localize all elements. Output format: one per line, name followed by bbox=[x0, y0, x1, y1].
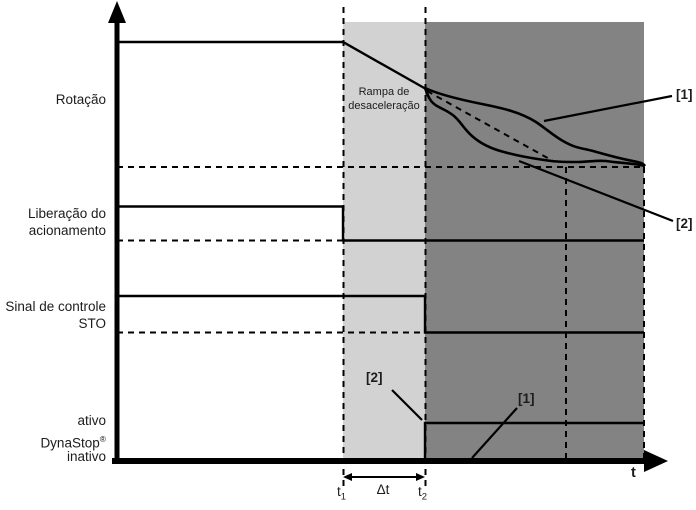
ref1-top-pointer-line bbox=[543, 94, 673, 123]
ramp-continuation-dashed-line bbox=[426, 90, 554, 162]
delta-t-left-arrowhead bbox=[343, 473, 352, 481]
x-axis-arrowhead bbox=[644, 450, 668, 472]
enable-label-line1: Liberação do bbox=[27, 206, 106, 221]
ref2-bottom-label: [2] bbox=[366, 370, 383, 385]
time-axis-label: t bbox=[631, 465, 636, 481]
enable-label: Liberação do acionamento bbox=[28, 205, 106, 239]
t2-base: t bbox=[418, 484, 422, 499]
dynastop-inactive-label: inativo bbox=[66, 449, 106, 464]
ramp-label-line2: desaceleração bbox=[348, 99, 420, 112]
t1-label: t1 bbox=[337, 484, 346, 503]
y-axis-arrowhead bbox=[108, 1, 126, 23]
delta-t-arrow bbox=[343, 473, 425, 481]
rotation-label: Rotação bbox=[55, 92, 106, 107]
rotation-signal-line bbox=[119, 40, 427, 91]
axes bbox=[108, 1, 668, 472]
rotation-curve-case2 bbox=[423, 87, 646, 168]
deceleration-ramp-label: Rampa de desaceleração bbox=[343, 86, 425, 113]
sto-signal-line bbox=[119, 294, 644, 334]
ref2-top-pointer-line bbox=[518, 159, 674, 223]
dashed-vertical-guides bbox=[342, 7, 645, 486]
sto-label: Sinal de controle STO bbox=[5, 298, 106, 332]
delta-t-right-arrowhead bbox=[416, 473, 425, 481]
reference-pointer-lines bbox=[391, 94, 674, 459]
ramp-label-line1: Rampa de bbox=[358, 86, 410, 98]
ref1-bottom-pointer-line bbox=[471, 407, 518, 459]
ref2-bottom-pointer-line bbox=[391, 389, 423, 421]
dynastop-active-label: ativo bbox=[77, 413, 106, 428]
enable-signal-line bbox=[119, 205, 644, 242]
t1-base: t bbox=[337, 484, 341, 499]
sto-label-line2: STO bbox=[78, 316, 106, 331]
dynastop-name-label: DynaStop® bbox=[40, 432, 106, 451]
ref1-bottom-label: [1] bbox=[518, 391, 535, 406]
dashed-horizontal-guides bbox=[117, 166, 644, 334]
t2-label: t2 bbox=[418, 484, 427, 503]
dynastop-signal-line bbox=[423, 421, 644, 460]
delta-t-label: Δt bbox=[376, 482, 390, 497]
ref2-top-label: [2] bbox=[676, 216, 693, 231]
enable-label-line2: acionamento bbox=[28, 223, 106, 238]
ref1-top-label: [1] bbox=[676, 87, 693, 102]
t2-sub: 2 bbox=[421, 491, 428, 503]
rotation-curve-case1 bbox=[424, 86, 647, 167]
dynastop-name-text: DynaStop bbox=[40, 435, 100, 451]
t1-sub: 1 bbox=[340, 491, 347, 503]
registered-trademark-symbol: ® bbox=[99, 434, 106, 444]
sto-label-line1: Sinal de controle bbox=[5, 299, 106, 314]
